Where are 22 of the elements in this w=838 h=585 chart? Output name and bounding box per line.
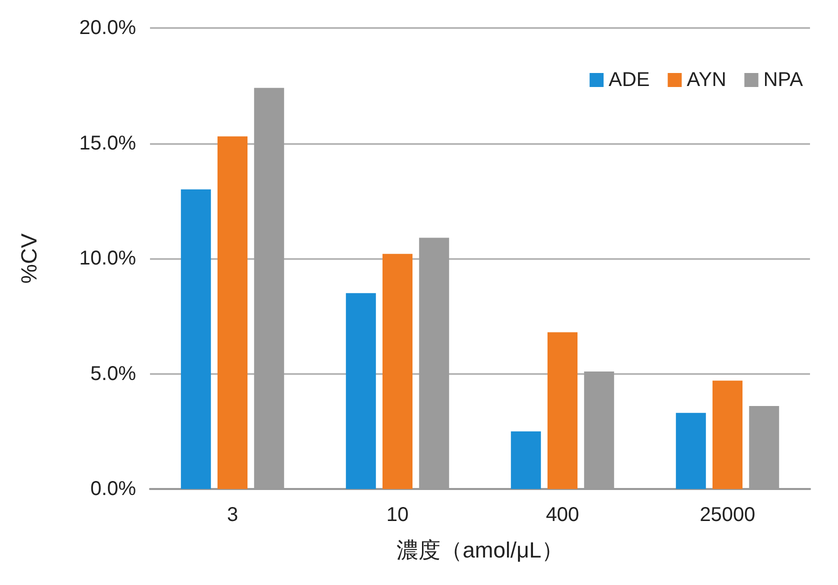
y-axis-title: %CV <box>16 233 42 284</box>
bar <box>180 189 211 489</box>
legend-label: NPA <box>763 69 804 91</box>
bar <box>712 380 742 489</box>
bar <box>548 332 578 489</box>
legend-label: ADE <box>608 69 650 91</box>
y-tick-label: 20.0% <box>79 17 136 39</box>
x-tick-label: 3 <box>226 504 238 526</box>
bar <box>676 412 706 489</box>
legend-label: AYN <box>686 69 726 91</box>
y-tick-label: 5.0% <box>90 362 136 385</box>
x-tick-label: 10 <box>386 504 409 526</box>
bar <box>382 254 412 489</box>
bar <box>218 136 248 489</box>
x-tick-label: 25000 <box>700 504 756 526</box>
bar <box>346 293 376 489</box>
y-tick-label: 15.0% <box>79 132 136 154</box>
y-tick-label: 10.0% <box>79 248 136 270</box>
x-tick-label: 400 <box>546 504 580 526</box>
y-tick-label: 0.0% <box>90 478 136 500</box>
bar <box>510 431 541 489</box>
x-axis-title: 濃度（amol/μL） <box>396 538 564 562</box>
